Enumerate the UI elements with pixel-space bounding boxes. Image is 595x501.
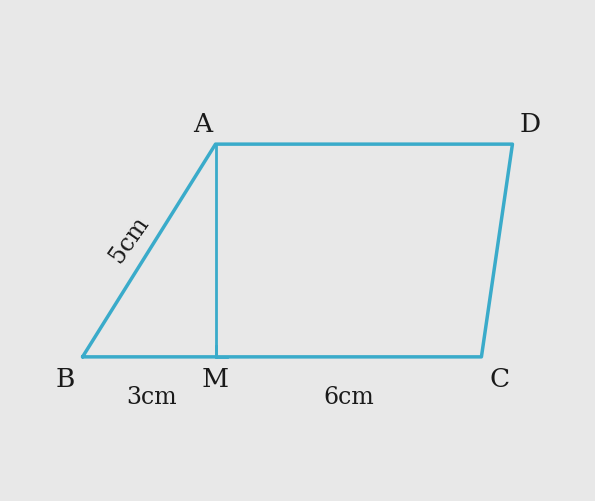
Text: C: C bbox=[489, 367, 509, 391]
Text: 5cm: 5cm bbox=[105, 212, 153, 267]
Text: 6cm: 6cm bbox=[323, 386, 374, 409]
Text: A: A bbox=[193, 112, 212, 137]
Text: M: M bbox=[202, 367, 229, 391]
Text: D: D bbox=[519, 112, 541, 137]
Text: B: B bbox=[55, 367, 74, 391]
Text: 3cm: 3cm bbox=[126, 386, 177, 409]
